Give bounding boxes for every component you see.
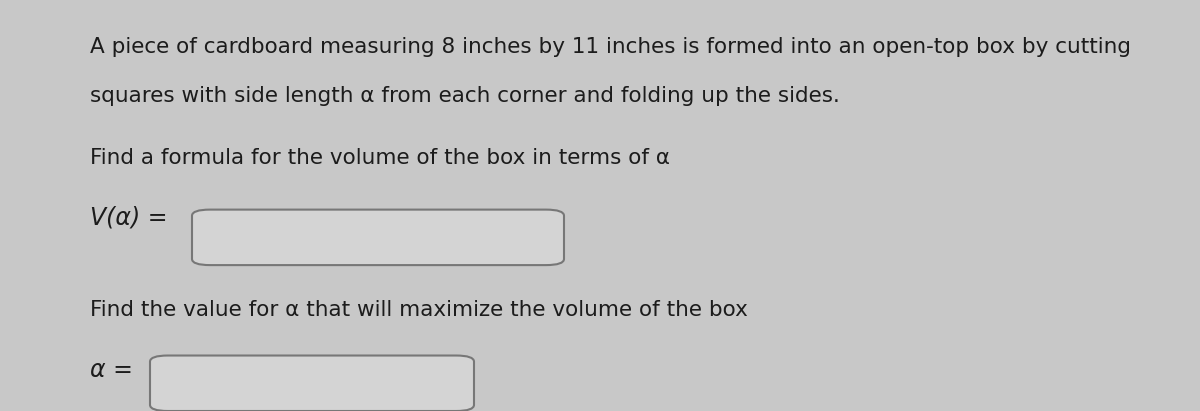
- Text: Find the value for α that will maximize the volume of the box: Find the value for α that will maximize …: [90, 300, 748, 320]
- Text: V(α) =: V(α) =: [90, 206, 168, 230]
- Text: A piece of cardboard measuring 8 inches by 11 inches is formed into an open-top : A piece of cardboard measuring 8 inches …: [90, 37, 1132, 57]
- Text: Find a formula for the volume of the box in terms of α: Find a formula for the volume of the box…: [90, 148, 670, 168]
- Text: squares with side length α from each corner and folding up the sides.: squares with side length α from each cor…: [90, 86, 840, 106]
- FancyBboxPatch shape: [150, 356, 474, 411]
- Text: α =: α =: [90, 358, 133, 382]
- FancyBboxPatch shape: [192, 210, 564, 265]
